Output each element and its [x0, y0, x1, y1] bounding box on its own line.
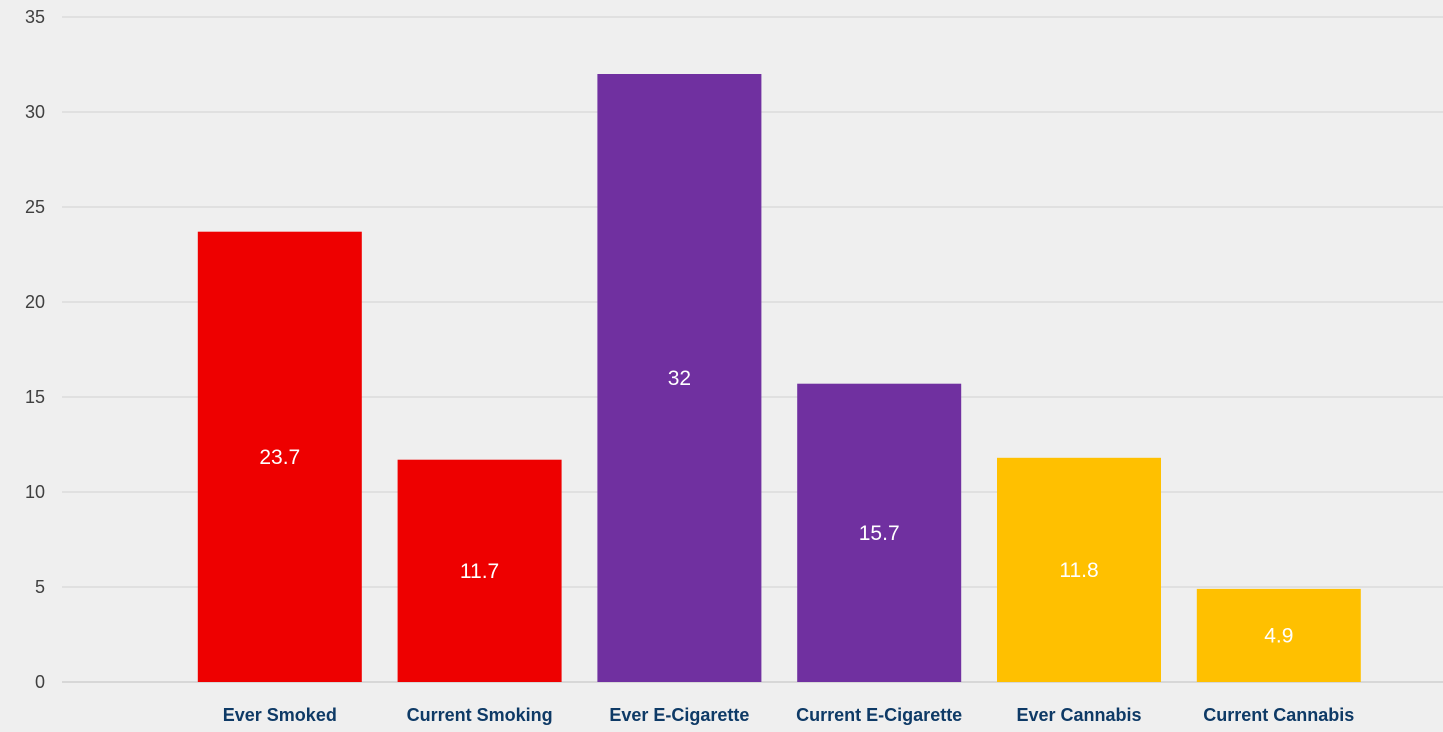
y-tick-label: 15: [25, 387, 45, 407]
data-label: 11.8: [1059, 559, 1098, 582]
data-label: 32: [668, 367, 691, 390]
x-tick-label: Ever Smoked: [223, 705, 337, 725]
x-tick-label: Ever Cannabis: [1016, 705, 1141, 725]
bar-2[interactable]: [397, 459, 562, 682]
data-label: 4.9: [1264, 624, 1293, 647]
y-tick-label: 5: [35, 577, 45, 597]
bar-6[interactable]: [1196, 588, 1361, 682]
bar-4[interactable]: [797, 383, 962, 682]
bar-3[interactable]: [597, 74, 762, 682]
y-tick-label: 35: [25, 7, 45, 27]
y-axis-ticks: 0 5 10 15 20 25 30 35: [25, 7, 45, 692]
x-tick-label: Current Smoking: [407, 705, 553, 725]
y-tick-label: 0: [35, 672, 45, 692]
data-label: 15.7: [859, 522, 900, 545]
x-tick-label: Ever E-Cigarette: [609, 705, 749, 725]
x-tick-label: Current Cannabis: [1203, 705, 1354, 725]
bar-1[interactable]: [197, 231, 362, 682]
bars: [197, 74, 1361, 682]
y-tick-label: 30: [25, 102, 45, 122]
y-tick-label: 20: [25, 292, 45, 312]
data-label: 11.7: [460, 560, 499, 583]
bar-5[interactable]: [997, 457, 1161, 682]
data-labels: 23.7 11.7 32 15.7 11.8 4.9: [259, 367, 1293, 647]
x-tick-label: Current E-Cigarette: [796, 705, 962, 725]
data-label: 23.7: [259, 446, 300, 469]
y-tick-label: 10: [25, 482, 45, 502]
y-tick-label: 25: [25, 197, 45, 217]
x-axis-ticks: Ever Smoked Current Smoking Ever E-Cigaret…: [223, 705, 1355, 725]
